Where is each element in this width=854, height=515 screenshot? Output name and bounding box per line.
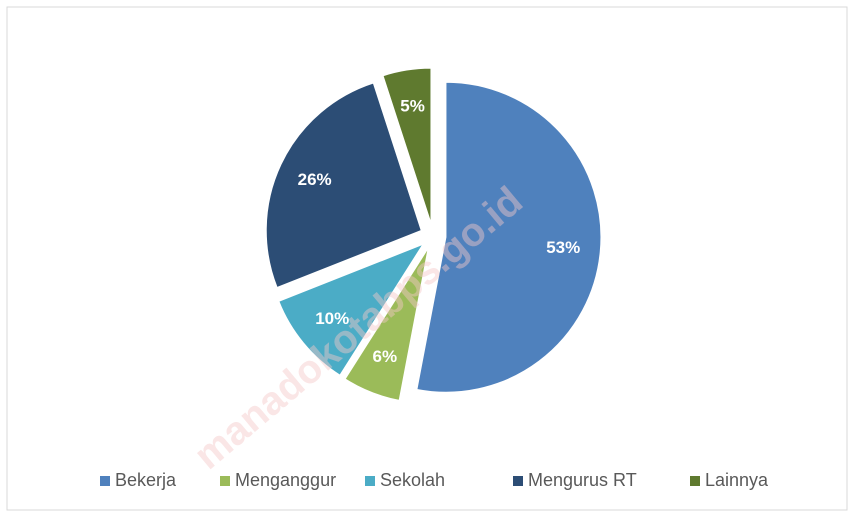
legend-label: Lainnya bbox=[705, 470, 769, 490]
legend: Bekerja Menganggur Sekolah Mengurus RT Lainn… bbox=[100, 470, 769, 490]
legend-label: Bekerja bbox=[115, 470, 177, 490]
data-label: 53% bbox=[546, 238, 580, 257]
data-label: 26% bbox=[298, 170, 332, 189]
legend-label: Menganggur bbox=[235, 470, 336, 490]
legend-swatch bbox=[365, 476, 375, 486]
data-label: 6% bbox=[373, 347, 398, 366]
legend-swatch bbox=[220, 476, 230, 486]
legend-swatch bbox=[690, 476, 700, 486]
legend-label: Mengurus RT bbox=[528, 470, 637, 490]
legend-swatch bbox=[100, 476, 110, 486]
data-label: 5% bbox=[400, 96, 425, 115]
pie-slice bbox=[278, 243, 425, 376]
pie-slice bbox=[416, 81, 602, 393]
data-label: 10% bbox=[315, 309, 349, 328]
legend-label: Sekolah bbox=[380, 470, 445, 490]
pie-slice bbox=[382, 67, 432, 224]
pie: 53% 6% 10% 26% 5% bbox=[265, 67, 602, 401]
legend-swatch bbox=[513, 476, 523, 486]
pie-slice bbox=[265, 82, 422, 289]
pie-slice bbox=[344, 247, 429, 401]
